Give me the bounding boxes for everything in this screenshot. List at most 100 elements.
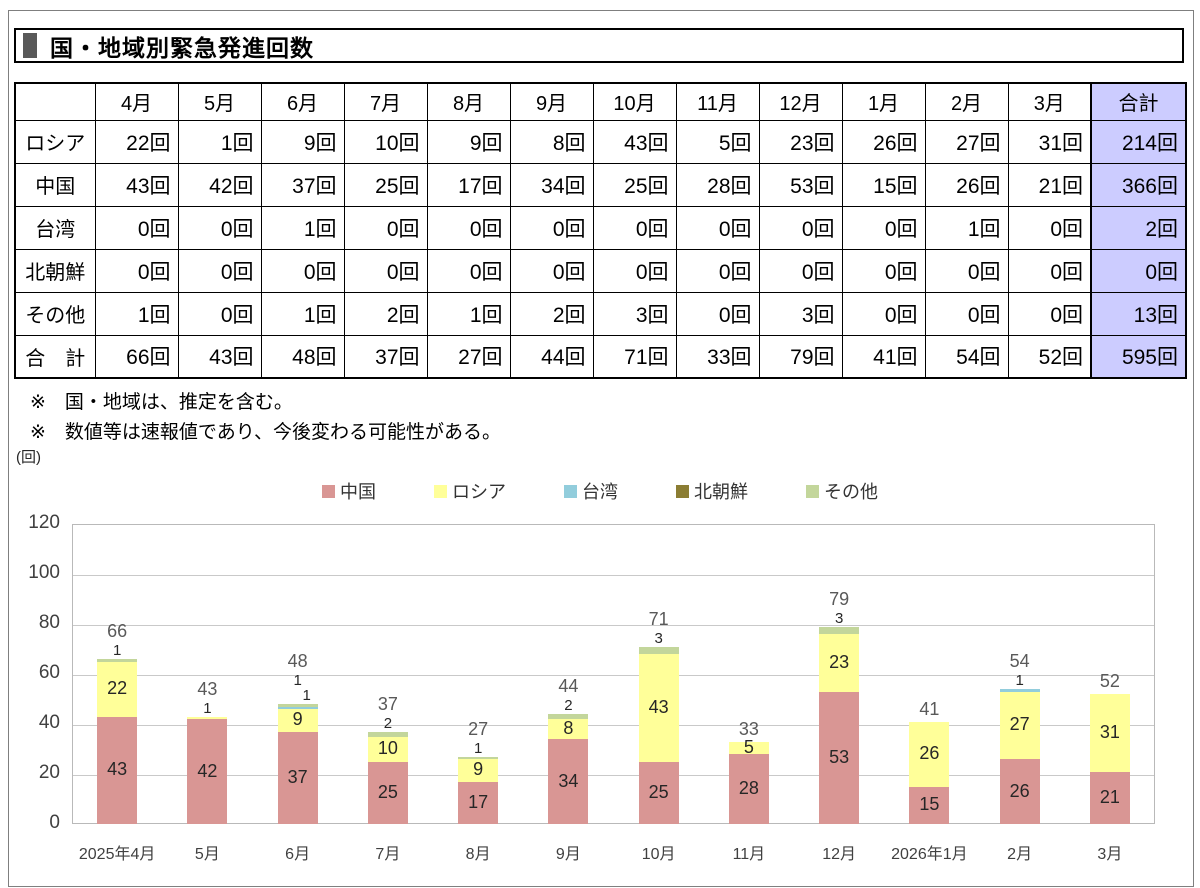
month-header-cell: 5月 — [177, 82, 262, 121]
table-cell: 37回 — [260, 162, 345, 207]
table-cell: 79回 — [758, 334, 843, 379]
bar-segment-others — [458, 756, 499, 759]
row-total-cell: 366回 — [1090, 162, 1187, 207]
table-cell: 1回 — [260, 291, 345, 336]
total-column-header: 合計 — [1090, 82, 1187, 121]
table-cell: 26回 — [924, 162, 1009, 207]
table-cell: 71回 — [592, 334, 677, 379]
table-cell: 2回 — [509, 291, 594, 336]
bar-segment-china — [638, 761, 679, 824]
bar-segment-value: 15 — [919, 794, 940, 815]
gridline — [73, 725, 1154, 726]
bar-segment-value: 23 — [829, 651, 850, 672]
table-cell: 0回 — [426, 205, 511, 250]
table-cell: 37回 — [343, 334, 428, 379]
bar-segment-value: 42 — [197, 760, 218, 781]
page-title: 国・地域別緊急発進回数 — [50, 34, 314, 61]
bar-segment-others — [638, 646, 679, 654]
bar-segment-china — [458, 781, 499, 824]
table-cell: 0回 — [343, 248, 428, 293]
row-label-taiwan: 台湾 — [14, 205, 96, 250]
bar-segment-russia — [819, 634, 860, 692]
bar-segment-value: 26 — [919, 743, 940, 763]
bar-total-value: 71 — [648, 608, 669, 629]
month-header-cell: 2月 — [924, 82, 1009, 121]
row-label-china: 中国 — [14, 162, 96, 207]
table-cell: 0回 — [841, 205, 926, 250]
table-cell: 0回 — [94, 248, 179, 293]
row-total-cell: 0回 — [1090, 248, 1187, 293]
table-cell: 0回 — [758, 248, 843, 293]
row-total-cell: 595回 — [1090, 334, 1187, 379]
table-cell: 22回 — [94, 119, 179, 164]
month-header-cell: 11月 — [675, 82, 760, 121]
row-total-cell: 214回 — [1090, 119, 1187, 164]
row-label-total: 合 計 — [14, 334, 96, 379]
bar-total-value: 33 — [738, 718, 759, 739]
month-header-cell: 8月 — [426, 82, 511, 121]
bar-small-value: 1 — [302, 687, 311, 704]
table-cell: 0回 — [177, 248, 262, 293]
bar-segment-russia — [1089, 694, 1130, 772]
table-cell: 15回 — [841, 162, 926, 207]
x-axis-tick-label: 7月 — [375, 846, 401, 863]
bar-segment-russia — [548, 719, 589, 739]
bar-segment-russia — [728, 741, 769, 754]
bar-small-value: 1 — [203, 699, 212, 717]
table-cell: 21回 — [1007, 162, 1092, 207]
y-axis-tick-label: 60 — [38, 662, 60, 683]
table-cell: 23回 — [758, 119, 843, 164]
bar-total-value: 41 — [919, 698, 940, 719]
row-label-russia: ロシア — [14, 119, 96, 164]
table-cell: 27回 — [924, 119, 1009, 164]
bar-segment-value: 9 — [473, 759, 484, 780]
bar-segment-value: 9 — [292, 709, 303, 730]
row-total-cell: 13回 — [1090, 291, 1187, 336]
bar-segment-china — [548, 739, 589, 824]
table-cell: 43回 — [592, 119, 677, 164]
gridline — [73, 575, 1154, 576]
bar-segment-china — [728, 754, 769, 824]
table-cell: 9回 — [426, 119, 511, 164]
month-header-cell: 10月 — [592, 82, 677, 121]
title-accent-bar — [23, 33, 37, 58]
table-cell: 0回 — [675, 205, 760, 250]
bar-segment-value: 25 — [377, 781, 398, 802]
table-cell: 2回 — [343, 291, 428, 336]
table-cell: 0回 — [924, 291, 1009, 336]
y-axis-tick-label: 0 — [49, 812, 60, 833]
y-axis-unit-label: (回) — [16, 449, 41, 466]
table-cell: 1回 — [924, 205, 1009, 250]
row-label-others: その他 — [14, 291, 96, 336]
bar-segment-china — [999, 759, 1040, 824]
bar-segment-value: 43 — [107, 759, 128, 780]
bar-segment-value: 5 — [743, 736, 754, 757]
table-cell: 33回 — [675, 334, 760, 379]
x-axis-tick-label: 12月 — [822, 846, 857, 863]
bar-segment-value: 34 — [558, 770, 579, 791]
bar-segment-value: 53 — [829, 746, 850, 767]
bar-segment-value: 22 — [107, 678, 128, 698]
bar-total-value: 37 — [377, 693, 398, 714]
table-cell: 10回 — [343, 119, 428, 164]
stacked-bar-chart: 0 20 40 60 80 100 120 2025年4月 43 22 1 66 5月 42 1 43 6月 37… — [0, 510, 1200, 888]
bar-segment-value: 10 — [377, 738, 398, 758]
y-axis-tick-label: 100 — [28, 562, 60, 583]
month-header-cell: 6月 — [260, 82, 345, 121]
table-cell: 1回 — [177, 119, 262, 164]
table-cell: 0回 — [509, 205, 594, 250]
bar-small-value: 3 — [834, 609, 844, 627]
bar-segment-others — [548, 714, 589, 719]
table-cell: 0回 — [343, 205, 428, 250]
bar-small-value: 1 — [112, 642, 122, 659]
table-cell: 9回 — [260, 119, 345, 164]
x-axis-tick-label: 2026年1月 — [891, 846, 968, 863]
bar-segment-china — [1089, 771, 1130, 824]
bar-segment-china — [187, 719, 228, 824]
table-row-taiwan: 台湾 0回 0回 1回 0回 0回 0回 0回 0回 0回 0回 1回 0回 2回 — [14, 205, 1187, 250]
bar-total-value: 52 — [1099, 671, 1120, 691]
month-header-cell: 3月 — [1007, 82, 1092, 121]
table-cell: 43回 — [94, 162, 179, 207]
bar-total-value: 27 — [468, 718, 489, 739]
